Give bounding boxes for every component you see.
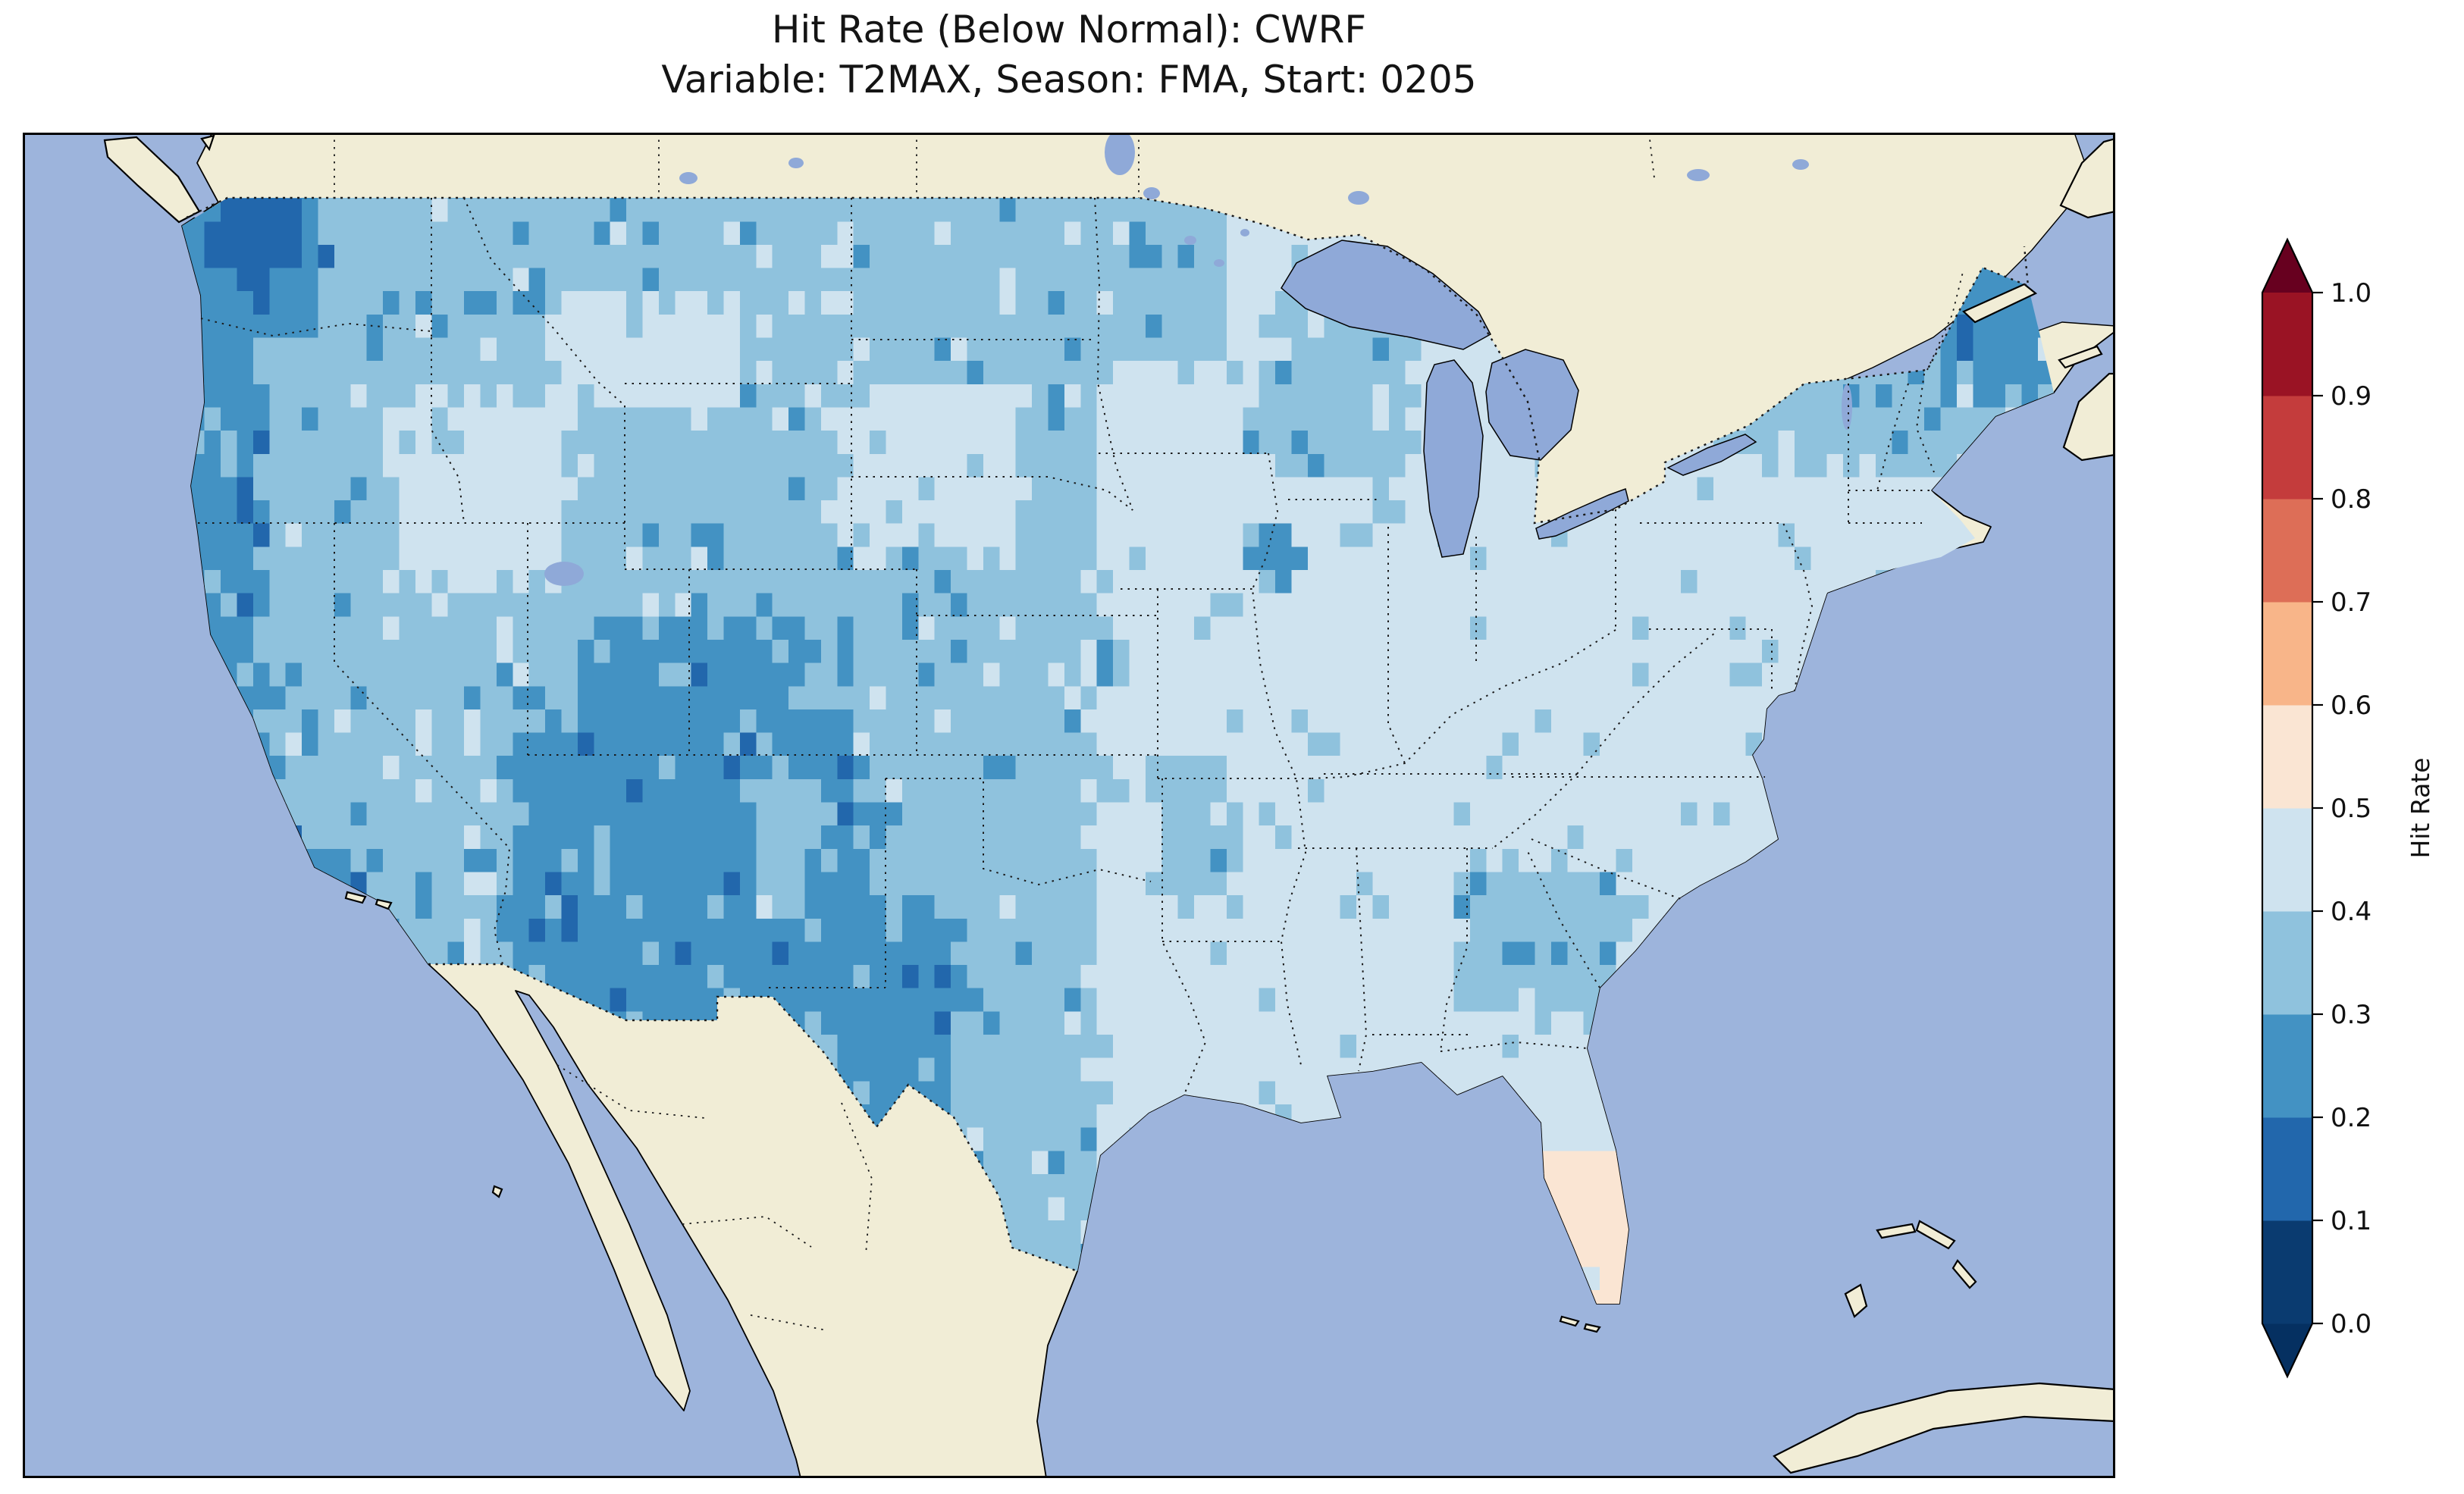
country-border bbox=[186, 196, 2030, 525]
chart-title: Hit Rate (Below Normal): CWRF Variable: … bbox=[23, 5, 2115, 105]
state-border bbox=[1440, 1041, 1588, 1052]
colorbar-axis-label: Hit Rate bbox=[2406, 757, 2435, 858]
island bbox=[1962, 283, 2038, 324]
colorbar-tick-label: 0.2 bbox=[2331, 1103, 2372, 1133]
island bbox=[1844, 1283, 1868, 1318]
colorbar-tick-label: 0.7 bbox=[2331, 587, 2372, 618]
state-border bbox=[1492, 773, 1578, 849]
island bbox=[344, 891, 367, 904]
great-lake bbox=[1666, 434, 1757, 476]
colorbar-segment bbox=[2262, 808, 2312, 912]
island bbox=[491, 1185, 503, 1198]
great-lake bbox=[1535, 488, 1629, 540]
island bbox=[1951, 1259, 1977, 1289]
conus-hit-rate-map-svg bbox=[23, 133, 2115, 1478]
colorbar-segment bbox=[2262, 1220, 2312, 1324]
colorbar-segment bbox=[2262, 396, 2312, 500]
colorbar-over-arrow bbox=[2262, 240, 2312, 293]
colorbar-tick-label: 0.4 bbox=[2331, 897, 2372, 927]
great-lake bbox=[1423, 359, 1484, 558]
colorbar-segment bbox=[2262, 293, 2312, 396]
map-frame bbox=[23, 133, 2115, 1478]
colorbar-under-arrow bbox=[2262, 1323, 2312, 1377]
colorbar-segment bbox=[2262, 1117, 2312, 1221]
great-lake bbox=[1485, 349, 1579, 461]
island bbox=[200, 134, 215, 152]
chart-title-line-2: Variable: T2MAX, Season: FMA, Start: 020… bbox=[661, 58, 1477, 102]
island bbox=[1915, 1220, 1956, 1250]
colorbar-tick-label: 0.6 bbox=[2331, 691, 2372, 721]
colorbar-segment bbox=[2262, 602, 2312, 706]
colorbar-tick-label: 0.8 bbox=[2331, 484, 2372, 515]
island bbox=[1773, 1382, 2115, 1474]
state-border bbox=[200, 318, 432, 337]
state-border bbox=[463, 197, 625, 406]
colorbar-segment bbox=[2262, 705, 2312, 809]
state-border bbox=[1094, 197, 1133, 511]
island bbox=[2059, 137, 2115, 219]
state-border bbox=[1161, 778, 1207, 1095]
island bbox=[2062, 372, 2115, 462]
island bbox=[103, 136, 201, 224]
colorbar-tick-label: 0.9 bbox=[2331, 381, 2372, 412]
state-border bbox=[1387, 527, 1406, 764]
island bbox=[1876, 1223, 1917, 1239]
colorbar-tick-label: 0.5 bbox=[2331, 794, 2372, 824]
colorbar-segment bbox=[2262, 1014, 2312, 1118]
state-border bbox=[1251, 453, 1307, 1066]
state-border bbox=[1876, 383, 1909, 491]
colorbar: 0.0 0.1 0.2 0.3 0.4 0.5 0.6 0.7 0.8 0.9 1.0 Hit Rat… bbox=[2258, 235, 2461, 1389]
colorbar-svg: 0.0 0.1 0.2 0.3 0.4 0.5 0.6 0.7 0.8 0.9 1.0 Hit Rat… bbox=[2261, 237, 2435, 1379]
colorbar-tick-label: 0.0 bbox=[2331, 1309, 2372, 1339]
colorbar-tick-label: 1.0 bbox=[2331, 278, 2372, 309]
island bbox=[1559, 1315, 1580, 1327]
colorbar-tick-label: 0.3 bbox=[2331, 1000, 2372, 1030]
chart-title-line-1: Hit Rate (Below Normal): CWRF bbox=[771, 8, 1367, 52]
state-border bbox=[1915, 373, 1935, 473]
colorbar-tick-label: 0.1 bbox=[2331, 1206, 2372, 1236]
state-border bbox=[886, 778, 1152, 886]
island bbox=[1583, 1323, 1601, 1333]
state-border bbox=[1640, 522, 1814, 691]
island bbox=[2058, 345, 2103, 369]
great-lake bbox=[1281, 240, 1492, 350]
state-border bbox=[1526, 849, 1600, 988]
map-area bbox=[23, 133, 2115, 1478]
island bbox=[375, 898, 393, 910]
state-border bbox=[334, 523, 511, 965]
colorbar-segment bbox=[2262, 911, 2312, 1015]
country-border bbox=[428, 963, 1078, 1273]
colorbar-segment bbox=[2262, 499, 2312, 603]
